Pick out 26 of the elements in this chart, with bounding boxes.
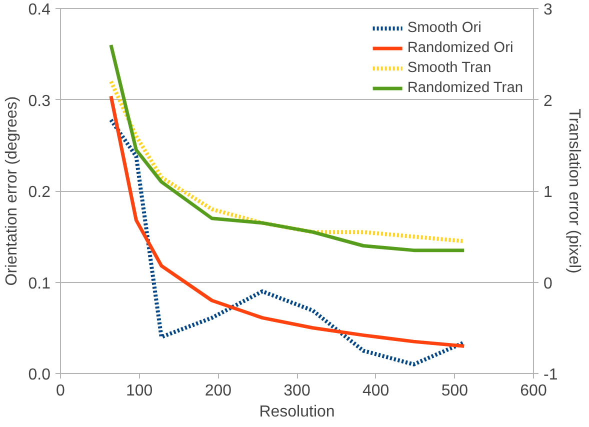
y2-tick-label: 0 bbox=[544, 275, 552, 292]
y-tick-label: 0.4 bbox=[28, 2, 51, 18]
legend-label: Smooth Ori bbox=[407, 20, 482, 36]
x-tick-label: 500 bbox=[441, 382, 468, 400]
y2-axis-title: Translation error (pixel) bbox=[566, 108, 583, 274]
y-axis-title: Orientation error (degrees) bbox=[3, 96, 20, 286]
legend-label: Smooth Tran bbox=[407, 60, 492, 76]
y2-tick-label: -1 bbox=[544, 366, 558, 384]
x-tick-label: 200 bbox=[204, 382, 232, 400]
line-series bbox=[108, 118, 466, 366]
line-series bbox=[109, 94, 466, 348]
y2-tick-label: 1 bbox=[544, 184, 552, 201]
legend-label: Randomized Tran bbox=[407, 80, 523, 96]
y-tick-label: 0.2 bbox=[28, 184, 51, 201]
x-tick-label: 100 bbox=[126, 382, 153, 400]
x-tick-label: 400 bbox=[362, 382, 390, 400]
x-tick-label: 600 bbox=[520, 382, 547, 400]
x-tick-label: 300 bbox=[284, 382, 310, 400]
y2-tick-label: 2 bbox=[544, 92, 552, 110]
y-tick-label: 0.3 bbox=[28, 92, 51, 110]
legend-label: Randomized Ori bbox=[407, 40, 514, 56]
y-tick-label: 0.1 bbox=[28, 275, 51, 292]
x-tick-label: 0 bbox=[56, 382, 66, 400]
y-tick-label: 0.0 bbox=[28, 366, 51, 384]
y2-tick-label: 3 bbox=[544, 2, 552, 18]
x-axis-title: Resolution bbox=[259, 404, 335, 420]
